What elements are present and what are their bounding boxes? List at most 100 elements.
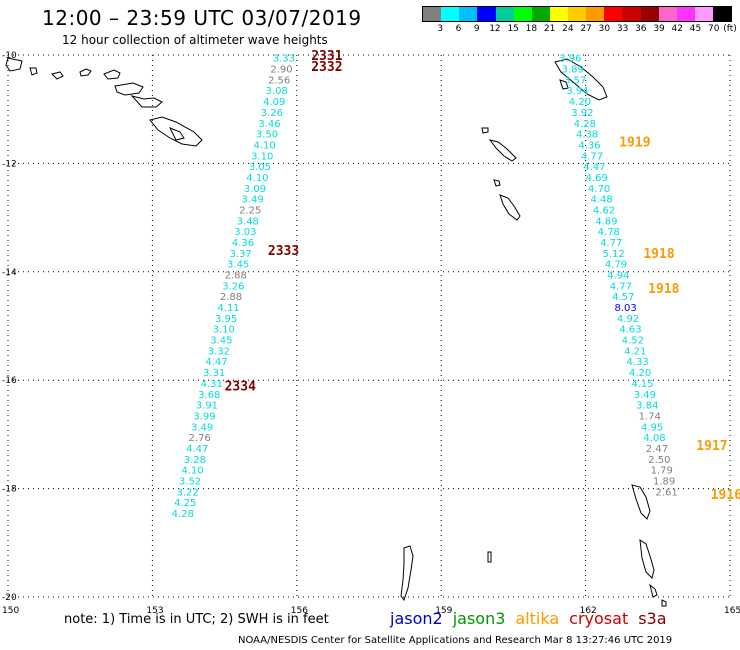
scale-unit: (ft) — [723, 24, 737, 34]
wave-height-value: 2.88 — [225, 271, 247, 282]
wave-height-value: 3.49 — [191, 422, 213, 433]
wave-height-value: 4.69 — [586, 173, 608, 184]
legend-s3a: s3a — [638, 609, 667, 628]
scale-cell — [713, 7, 732, 21]
wave-height-value: 4.70 — [588, 184, 610, 195]
wave-height-value: 3.33 — [273, 54, 295, 65]
pass-number: 1919 — [619, 136, 650, 151]
scale-cell — [513, 7, 532, 21]
pass-number: 2332 — [311, 60, 342, 75]
wave-height-value: 4.62 — [593, 205, 615, 216]
lat-label: -12 — [2, 159, 17, 169]
wave-height-value: 1.89 — [653, 476, 675, 487]
scale-cell — [549, 7, 568, 21]
coastline-rennell — [481, 127, 521, 221]
scale-cell — [586, 7, 605, 21]
wave-height-value: 1.79 — [651, 466, 673, 477]
scale-label: 45 — [689, 24, 702, 34]
lon-label: 165 — [724, 606, 740, 616]
coastline-louisiade — [149, 116, 203, 147]
wave-height-value: 4.36 — [232, 238, 254, 249]
coastline-vanuatu — [631, 484, 667, 607]
wave-height-value: 3.50 — [256, 130, 278, 141]
pass-number: 2334 — [225, 380, 256, 395]
scale-label: 18 — [525, 24, 538, 34]
wave-height-value: 3.10 — [251, 151, 273, 162]
wave-height-value: 3.84 — [636, 401, 658, 412]
scale-label: 39 — [653, 24, 665, 34]
pass-number: 2333 — [268, 244, 299, 259]
legend-jason2: jason2 — [390, 609, 443, 628]
legend-cryosat: cryosat — [569, 609, 629, 628]
wave-height-value: 4.36 — [578, 140, 600, 151]
wave-height-value: 3.32 — [208, 346, 230, 357]
wave-height-value: 3.91 — [196, 401, 218, 412]
scale-label: 33 — [616, 24, 629, 34]
legend-altika: altika — [515, 609, 560, 628]
wave-height-value: 5.12 — [602, 249, 624, 260]
wave-height-value: 2.47 — [646, 444, 668, 455]
scale-cell — [477, 7, 496, 21]
scale-label: 21 — [543, 24, 556, 34]
wave-height-value: 4.28 — [574, 119, 596, 130]
lon-label: 162 — [580, 606, 597, 616]
coastline-new-guinea-east — [5, 57, 163, 108]
wave-height-value: 2.25 — [239, 205, 261, 216]
wave-height-value: 4.47 — [205, 357, 227, 368]
lat-label: -16 — [2, 376, 17, 386]
lat-label: -14 — [2, 268, 17, 278]
pass-number: 1916 — [711, 488, 740, 503]
wave-height-value: 3.09 — [244, 184, 266, 195]
wave-height-value: 4.20 — [629, 368, 651, 379]
wave-height-value: 3.68 — [198, 390, 220, 401]
wave-height-value: 4.77 — [600, 238, 622, 249]
wave-height-value: 3.31 — [203, 368, 225, 379]
wave-height-value: 3.22 — [177, 487, 199, 498]
scale-label: 27 — [580, 24, 592, 34]
wave-height-value: 4.28 — [172, 509, 194, 520]
wave-height-value: 4.47 — [186, 444, 208, 455]
wave-height-value: 3.28 — [184, 455, 206, 466]
wave-height-value: 4.94 — [607, 271, 629, 282]
units-note: note: 1) Time is in UTC; 2) SWH is in fe… — [64, 612, 329, 627]
lat-label: -10 — [2, 51, 17, 61]
color-scale-cells — [422, 6, 732, 22]
wave-height-value: 4.21 — [624, 346, 646, 357]
scale-label: 3 — [437, 24, 444, 34]
lon-label: 159 — [435, 606, 452, 616]
wave-height-value: 8.03 — [615, 303, 637, 314]
color-scale: 3 6 9 12 15 18 21 24 27 30 33 36 39 42 45 70 (ft) — [422, 6, 737, 36]
lat-lon-grid — [7, 54, 731, 598]
wave-height-value: 4.92 — [617, 314, 639, 325]
wave-height-value: 3.52 — [179, 476, 201, 487]
scale-cell — [622, 7, 641, 21]
wave-height-value: 2.56 — [268, 75, 290, 86]
lat-label: -18 — [2, 485, 17, 495]
wave-height-value: 4.89 — [595, 216, 617, 227]
wave-height-value: 3.99 — [193, 411, 215, 422]
wave-height-value: 4.20 — [569, 97, 591, 108]
wave-height-value: 3.89 — [562, 65, 584, 76]
scale-label: 24 — [562, 24, 574, 34]
wave-height-value: 3.94 — [566, 86, 588, 97]
wave-height-value: 3.92 — [571, 108, 593, 119]
scale-cell — [676, 7, 695, 21]
longitude-labels: 150 153 156 159 162 165 — [2, 606, 740, 616]
wave-height-value: 4.52 — [622, 336, 644, 347]
scale-cell — [441, 7, 460, 21]
pass-number: 1918 — [648, 282, 679, 297]
scale-label: 36 — [635, 24, 647, 34]
wave-height-value: 4.77 — [581, 151, 603, 162]
wave-height-value: 3.26 — [222, 281, 244, 292]
lat-label: -20 — [2, 593, 17, 603]
coastlines — [5, 57, 667, 607]
pass-number: 1917 — [696, 439, 727, 454]
wave-height-value: 2.50 — [648, 455, 670, 466]
wave-height-value: 4.79 — [605, 260, 627, 271]
wave-height-value: 3.96 — [559, 54, 581, 65]
wave-height-value: 4.08 — [643, 433, 665, 444]
wave-height-value: 3.46 — [258, 119, 280, 130]
wave-height-value: 4.47 — [583, 162, 605, 173]
scale-label: 42 — [671, 24, 684, 34]
scale-cell — [423, 7, 442, 21]
